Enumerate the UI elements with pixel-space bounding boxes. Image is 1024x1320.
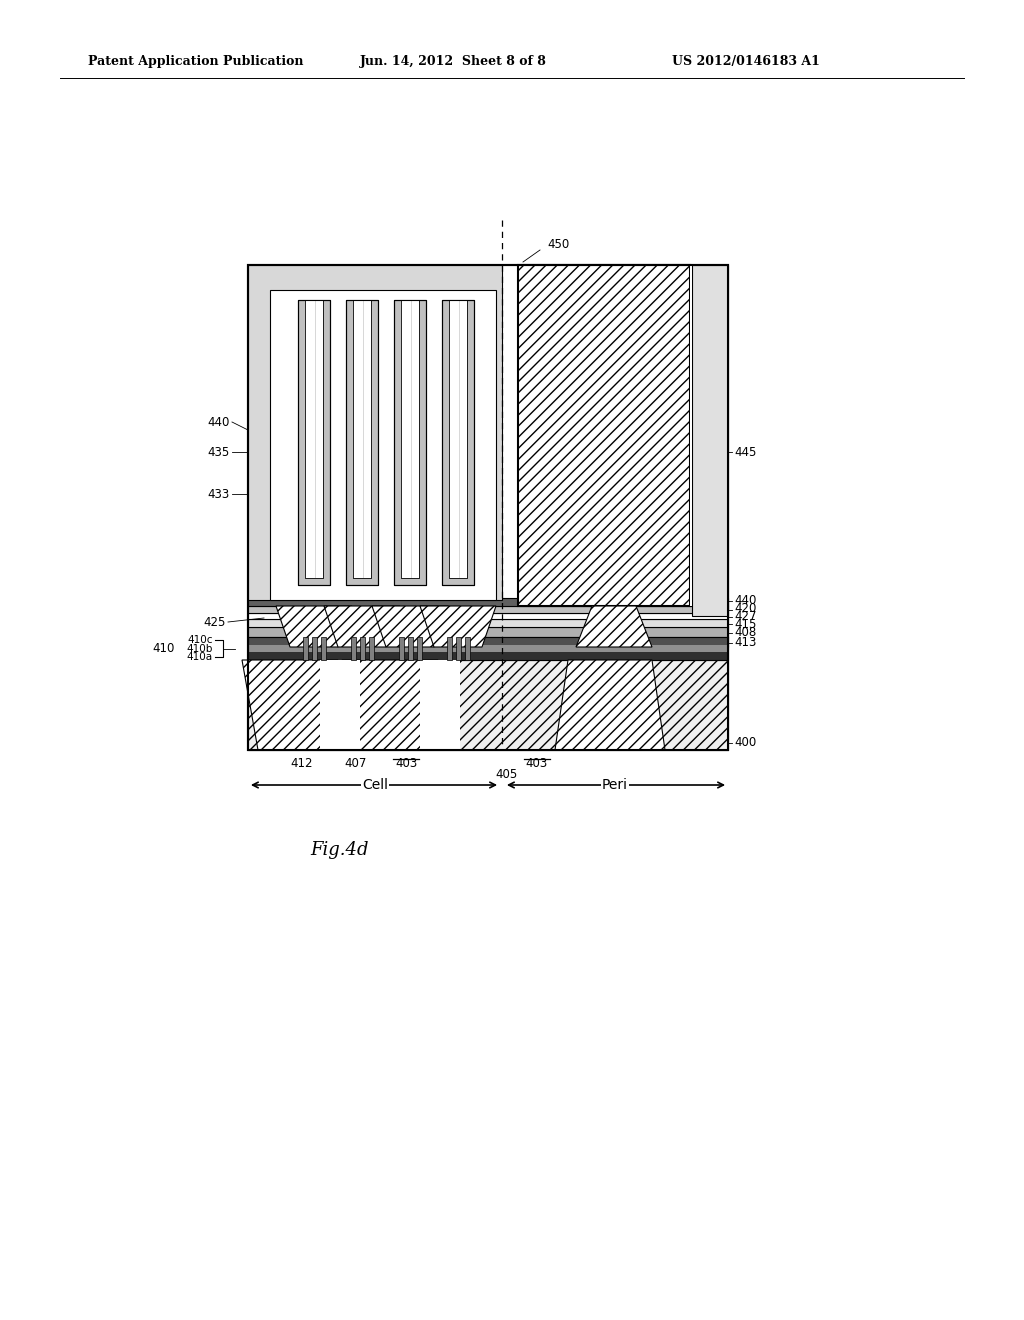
Bar — [248, 660, 728, 750]
Bar — [248, 606, 728, 612]
Bar — [394, 300, 426, 585]
Text: 445: 445 — [734, 446, 757, 458]
Bar — [312, 300, 316, 578]
Text: 410: 410 — [153, 643, 175, 656]
Text: 408: 408 — [734, 627, 757, 639]
Polygon shape — [420, 606, 496, 647]
Text: 440: 440 — [208, 416, 230, 429]
Text: 405: 405 — [496, 768, 518, 781]
Text: 400: 400 — [734, 737, 757, 750]
Text: Cell: Cell — [362, 777, 388, 792]
Text: 415: 415 — [734, 619, 757, 631]
Bar — [248, 638, 728, 660]
Polygon shape — [324, 606, 400, 647]
Bar — [447, 638, 452, 660]
Bar — [248, 652, 728, 660]
Text: 403: 403 — [395, 756, 417, 770]
Text: US 2012/0146183 A1: US 2012/0146183 A1 — [672, 55, 820, 69]
Bar — [360, 300, 362, 578]
Bar — [248, 598, 728, 606]
Bar — [248, 619, 728, 627]
Bar — [312, 300, 315, 578]
Bar — [248, 644, 728, 652]
Polygon shape — [555, 660, 665, 750]
Bar — [401, 300, 419, 578]
Text: Fig.4d: Fig.4d — [310, 841, 370, 859]
Bar — [298, 300, 330, 585]
Bar — [321, 638, 326, 660]
Text: 425: 425 — [204, 615, 226, 628]
Text: Peri: Peri — [602, 777, 628, 792]
Text: 403: 403 — [526, 756, 548, 770]
Bar — [248, 638, 728, 647]
Bar — [346, 300, 378, 585]
Bar — [449, 300, 467, 578]
Text: 435: 435 — [208, 446, 230, 458]
Text: 410a: 410a — [186, 652, 213, 663]
Polygon shape — [276, 606, 352, 647]
Bar — [369, 638, 374, 660]
Bar — [319, 660, 360, 750]
Bar — [248, 265, 728, 750]
Bar — [298, 300, 330, 585]
Bar — [456, 300, 460, 578]
Bar — [465, 638, 470, 660]
Text: Patent Application Publication: Patent Application Publication — [88, 55, 303, 69]
Bar — [248, 265, 502, 601]
Bar — [351, 638, 356, 660]
Text: 413: 413 — [734, 636, 757, 649]
Bar — [456, 638, 461, 660]
Bar — [417, 638, 422, 660]
Bar — [442, 300, 474, 585]
Polygon shape — [575, 606, 652, 647]
Text: 427: 427 — [734, 610, 757, 623]
Bar — [248, 265, 728, 750]
Text: Jun. 14, 2012  Sheet 8 of 8: Jun. 14, 2012 Sheet 8 of 8 — [360, 55, 547, 69]
Bar — [248, 612, 728, 619]
Text: 410c: 410c — [187, 635, 213, 645]
Bar — [360, 638, 365, 660]
Bar — [248, 627, 728, 638]
Bar — [305, 300, 323, 578]
Bar — [442, 300, 474, 585]
Text: 450: 450 — [547, 239, 569, 252]
Text: 410b: 410b — [186, 644, 213, 653]
Bar — [456, 300, 459, 578]
Bar — [518, 265, 690, 606]
Bar — [408, 638, 413, 660]
Bar — [394, 300, 426, 585]
Bar — [303, 638, 308, 660]
Bar — [360, 300, 364, 578]
Polygon shape — [342, 660, 438, 750]
Text: 412: 412 — [291, 756, 313, 770]
Bar — [399, 638, 404, 660]
Polygon shape — [242, 660, 338, 750]
Bar — [408, 300, 412, 578]
Bar — [270, 290, 496, 601]
Bar — [420, 660, 460, 750]
Bar — [692, 265, 728, 616]
Text: 440: 440 — [734, 594, 757, 606]
Bar — [408, 300, 411, 578]
Text: 407: 407 — [345, 756, 368, 770]
Bar — [690, 265, 692, 606]
Bar — [353, 300, 371, 578]
Bar — [248, 638, 728, 644]
Polygon shape — [372, 606, 449, 647]
Bar — [346, 300, 378, 585]
Text: 433: 433 — [208, 487, 230, 500]
Text: 420: 420 — [734, 602, 757, 615]
Bar — [312, 638, 317, 660]
